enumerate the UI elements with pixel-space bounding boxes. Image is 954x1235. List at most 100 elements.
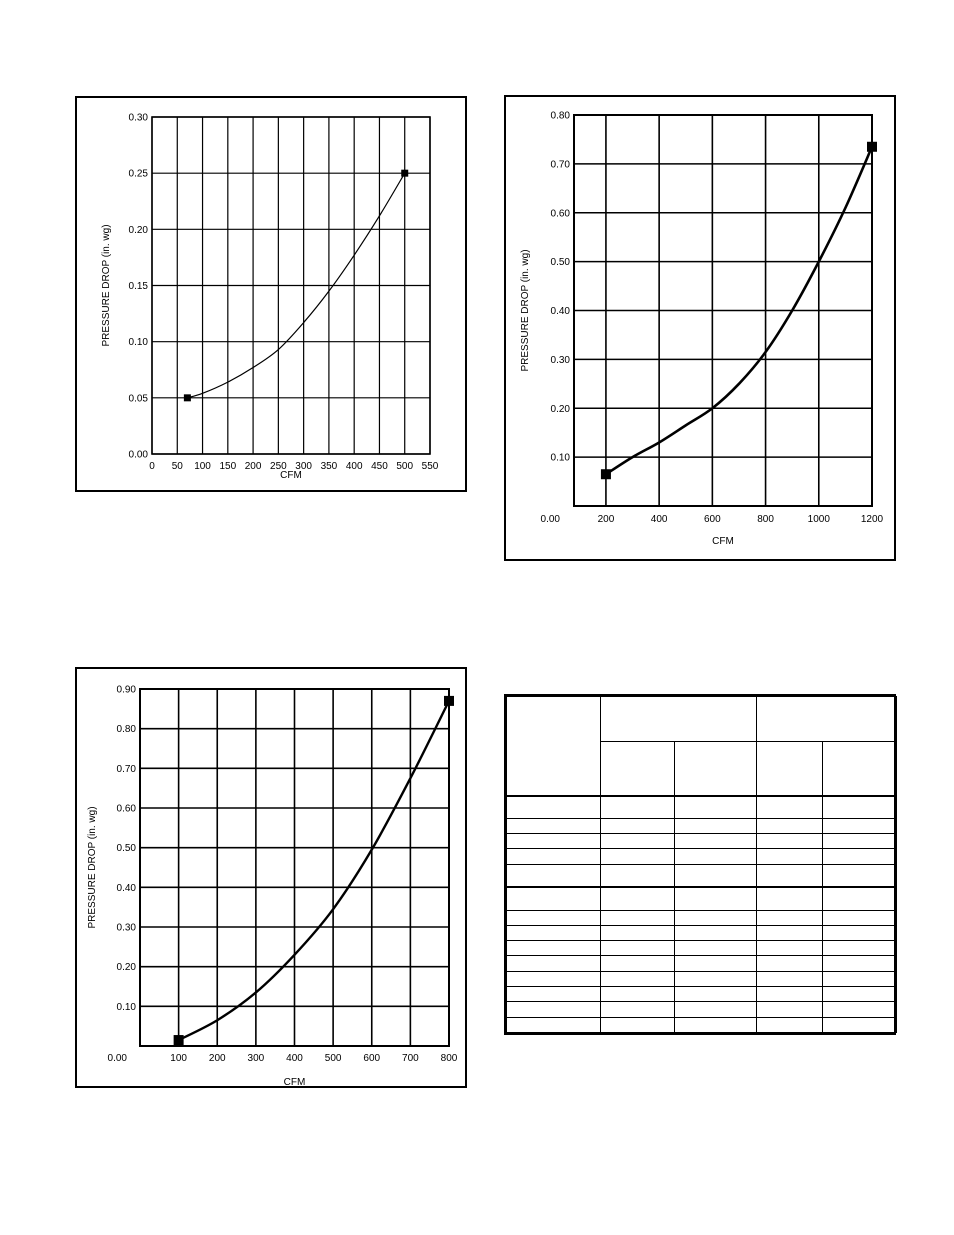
y-tick-label: 0.30 [117,923,137,934]
table-row [506,794,897,819]
x-axis-label: CFM [284,1077,306,1086]
table-header-cell [600,696,757,742]
table-header-cell [506,696,601,796]
x-tick-label: 500 [325,1053,342,1064]
y-axis-label: PRESSURE DROP (in. wg) [520,249,531,371]
y-tick-label: 0.15 [129,281,149,292]
x-tick-label: 200 [209,1053,226,1064]
x-tick-label: 700 [402,1053,419,1064]
plot-frame [573,114,873,507]
chart-panel-c: 0.10 0.20 0.30 0.40 0.50 0.60 0.70 0.80 0.90 0.00… [75,667,467,1088]
table-header-row [506,696,897,796]
x-tick-label: 450 [371,461,388,472]
table-row [506,863,897,888]
x-axis-label: CFM [280,470,302,481]
table-row [506,909,897,926]
y-axis-label: PRESSURE DROP (in. wg) [101,224,112,346]
y-tick-label: 0.70 [551,159,571,170]
x-tick-label: 350 [321,461,338,472]
table-row [506,986,897,1003]
series-line [178,700,451,1042]
x-tick-label: 400 [286,1053,303,1064]
table-header-cell [822,741,897,796]
x-tick-label: 50 [172,461,184,472]
y-tick-label: 0.70 [117,764,137,775]
table-row [506,940,897,957]
plot-frame [139,688,450,1047]
x-tick-label: 200 [598,514,615,525]
y-tick-label: 0.60 [117,804,137,815]
table-row [506,970,897,988]
table-header-cell [756,696,897,742]
y-tick-label: 0.50 [117,843,137,854]
y-tick-label: 0.40 [117,883,137,894]
y-tick-label: 0.20 [117,962,137,973]
y-tick-label: 0.00 [129,450,149,461]
y-tick-label: 0.50 [551,257,571,268]
data-point-marker [867,141,877,152]
plot-frame [151,116,431,455]
x-tick-label: 500 [396,461,413,472]
y-tick-label: 0.80 [117,724,137,735]
x-tick-label: 400 [651,514,668,525]
table-row [506,817,897,835]
empty-table [504,694,897,1035]
chart-c-svg: 0.10 0.20 0.30 0.40 0.50 0.60 0.70 0.80 0.90 0.00… [87,685,458,1087]
data-point-marker [600,469,611,480]
x-axis-label: CFM [712,536,734,547]
y-tick-label: 0.10 [551,453,571,464]
y-tick-label: 0.25 [129,169,149,180]
series-line [187,172,406,399]
x-tick-label: 100 [194,461,211,472]
x-tick-label: 0 [149,461,155,472]
x-tick-label: 250 [270,461,287,472]
x-tick-label: 600 [363,1053,380,1064]
y-tick-label: 0.20 [551,404,571,415]
x-tick-label: 550 [422,461,439,472]
origin-tick-label: 0.00 [108,1053,128,1064]
table-row [506,955,897,972]
table-header-cell [756,741,823,796]
x-tick-label: 300 [295,461,312,472]
x-tick-label: 100 [170,1053,187,1064]
table-row [506,924,897,942]
x-tick-label: 1200 [861,514,884,525]
chart-b-svg: 0.10 0.20 0.30 0.40 0.50 0.60 0.70 0.80 0.00 200 4… [520,111,884,548]
y-tick-label: 0.60 [551,208,571,219]
y-tick-label: 0.30 [551,355,571,366]
x-tick-label: 800 [441,1053,458,1064]
data-point-marker [444,695,454,706]
table-header-cell [600,741,675,796]
x-tick-label: 800 [757,514,774,525]
table-row [506,1001,897,1018]
chart-panel-a: 0.00 0.05 0.10 0.15 0.20 0.25 0.30 0 50 100 150 200… [75,96,467,492]
origin-tick-label: 0.00 [541,514,561,525]
chart-a-svg: 0.00 0.05 0.10 0.15 0.20 0.25 0.30 0 50 100 150 200… [101,113,439,482]
data-point-marker [183,394,191,402]
data-point-marker [173,1035,184,1046]
table-header-cell [674,741,757,796]
y-tick-label: 0.20 [129,225,149,236]
x-tick-label: 150 [219,461,236,472]
y-tick-label: 0.30 [129,113,149,124]
table-row [506,848,897,865]
x-tick-label: 200 [245,461,262,472]
y-axis-label: PRESSURE DROP (in. wg) [87,806,98,928]
y-tick-label: 0.80 [551,111,571,122]
data-point-marker [401,169,409,177]
table-row [506,1016,897,1034]
data-table [506,696,897,1034]
y-tick-label: 0.10 [129,337,149,348]
y-tick-label: 0.10 [117,1002,137,1013]
chart-panel-b: 0.10 0.20 0.30 0.40 0.50 0.60 0.70 0.80 0.00 200 4… [504,95,896,561]
x-tick-label: 600 [704,514,721,525]
x-tick-label: 300 [248,1053,265,1064]
y-tick-label: 0.40 [551,306,571,317]
table-row [506,833,897,850]
y-tick-label: 0.90 [117,685,137,696]
x-tick-label: 1000 [808,514,831,525]
table-row [506,886,897,911]
x-tick-label: 400 [346,461,363,472]
series-line [605,146,874,476]
y-tick-label: 0.05 [129,393,149,404]
